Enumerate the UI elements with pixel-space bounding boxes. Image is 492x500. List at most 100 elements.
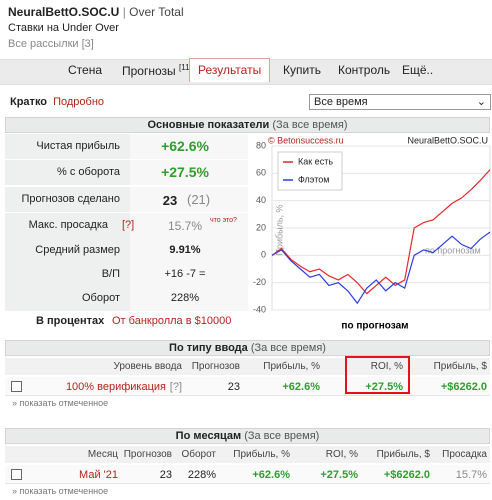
nav-item[interactable]: Стена xyxy=(68,63,103,77)
cell: +$6262.0 xyxy=(383,469,430,481)
row-label-cell xyxy=(5,213,130,239)
cell: 23 xyxy=(159,469,172,481)
column-header: Прибыль, $ xyxy=(433,361,487,372)
row-label-cell xyxy=(5,286,130,312)
row-extra: (21) xyxy=(187,192,211,207)
y-tick-label: 80 xyxy=(256,140,266,150)
view-tabs: Кратко Подробно xyxy=(10,96,104,108)
section-header: По типу ввода (За все время) xyxy=(5,340,490,356)
y-tick-label: 20 xyxy=(256,222,266,232)
row xyxy=(5,465,490,484)
section-title: Основные показатели xyxy=(147,119,270,131)
column-header: Прибыль, $ xyxy=(376,449,430,460)
help-link[interactable]: что это? xyxy=(210,217,237,224)
nav-bar: Стена Прогнозы [11] Результаты Купить Контро… xyxy=(0,58,492,85)
nav-item[interactable]: Ещё.. xyxy=(402,63,434,77)
help-link[interactable]: [?] xyxy=(122,219,135,231)
show-selected-link[interactable]: » показать отмеченное xyxy=(12,486,109,496)
help-link[interactable]: [?] xyxy=(169,381,182,393)
row-label-cell xyxy=(5,134,130,160)
column-header: Месяц xyxy=(87,449,118,460)
row-value-cell xyxy=(130,134,248,160)
row-value: 9.91% xyxy=(169,244,201,256)
row-label: Макс. просадка xyxy=(28,219,108,231)
row-value: 23 xyxy=(162,193,178,208)
row-label-cell xyxy=(5,187,130,213)
row-label: В/П xyxy=(101,268,120,280)
mailing-link[interactable]: Все рассылки [3] xyxy=(8,38,94,50)
section-period: (За все время) xyxy=(250,342,326,354)
y-tick-label: -40 xyxy=(253,304,266,314)
watermark: © Betonsuccess.ru xyxy=(268,135,344,145)
column-header: Просадка xyxy=(442,449,487,460)
cell: 100% верификация xyxy=(65,381,166,393)
footer-link[interactable]: От банкролла в $10000 xyxy=(112,315,232,327)
series-line xyxy=(271,231,491,305)
cell: 15.7% xyxy=(455,469,487,481)
subtitle: Over Total xyxy=(129,5,184,19)
column-header: Оборот xyxy=(181,449,216,460)
show-selected-link[interactable]: » показать отмеченное xyxy=(12,398,109,408)
column-header: Уровень ввода xyxy=(113,361,182,372)
row-value-cell xyxy=(130,213,248,239)
section-period: (За все время) xyxy=(244,430,320,442)
y-tick-label: 60 xyxy=(256,168,266,178)
row-label: Чистая прибыль xyxy=(36,140,120,152)
row-value-cell xyxy=(130,160,248,186)
section-header: Основные показатели (За все время) xyxy=(5,117,490,133)
series-line xyxy=(271,169,491,295)
row-value: +27.5% xyxy=(161,164,209,180)
footer-label: В процентах xyxy=(36,315,105,327)
row-value: +16 -7 = xyxy=(164,268,206,280)
section-title: По типу ввода xyxy=(169,342,248,354)
column-header: ROI, % xyxy=(370,361,403,372)
cell: Май '21 xyxy=(79,469,118,481)
row-value-cell xyxy=(130,286,248,312)
header-line: NeuralBettO.SOC.U | Over Total xyxy=(8,5,184,19)
row-value: 15.7% xyxy=(167,219,203,233)
header-row xyxy=(5,446,490,463)
checkbox[interactable] xyxy=(11,469,22,480)
row-label-cell xyxy=(5,160,130,186)
column-header: Прибыль, % xyxy=(263,361,320,372)
row-label: Средний размер xyxy=(35,244,120,256)
y-tick-label: -20 xyxy=(253,277,266,287)
nav-item[interactable]: Контроль xyxy=(338,63,391,77)
nav-badge: [11] xyxy=(179,63,192,72)
cell: 228% xyxy=(187,469,216,481)
tab[interactable]: Подробно xyxy=(53,96,105,108)
row xyxy=(5,377,490,396)
legend-box xyxy=(277,151,343,191)
section-title: По месяцам xyxy=(175,430,242,442)
nav-item[interactable]: Прогнозы [11] xyxy=(122,63,192,78)
row-label: Оборот xyxy=(81,292,120,304)
section-header: По месяцам (За все время) xyxy=(5,428,490,444)
column-header: Прогнозов xyxy=(123,449,172,460)
nav-item[interactable]: Купить xyxy=(283,63,321,77)
highlight-box xyxy=(345,356,410,394)
period-value: Все время xyxy=(314,96,368,108)
cell: 23 xyxy=(227,381,240,393)
tab[interactable]: Кратко xyxy=(10,96,48,108)
title: NeuralBettO.SOC.U xyxy=(8,5,120,19)
description: Ставки на Under Over xyxy=(8,22,119,34)
legend-label: Флэтом xyxy=(298,174,329,184)
row-value: +62.6% xyxy=(161,138,209,154)
row-label: Прогнозов сделано xyxy=(21,193,120,205)
period-select[interactable]: Все время ⌄ xyxy=(309,94,491,110)
cell: +62.6% xyxy=(252,469,290,481)
nav-item[interactable]: Результаты xyxy=(189,58,271,82)
x-note: по прогнозам xyxy=(425,246,481,256)
cell: +62.6% xyxy=(282,381,320,393)
y-axis-label: Прибыль, % xyxy=(274,204,284,255)
column-header: Прибыль, % xyxy=(233,449,290,460)
row-value: 228% xyxy=(170,292,200,304)
chart: -40 -20 0 20 40 60 80 © Betonsuccess.ru NeuralBe… xyxy=(253,135,491,332)
cell: +27.5% xyxy=(365,381,403,393)
row-label: % с оборота xyxy=(57,166,120,178)
chart-title: NeuralBettO.SOC.U xyxy=(407,135,488,145)
column-header: ROI, % xyxy=(325,449,358,460)
checkbox[interactable] xyxy=(11,381,22,392)
cell: +$6262.0 xyxy=(440,381,487,393)
